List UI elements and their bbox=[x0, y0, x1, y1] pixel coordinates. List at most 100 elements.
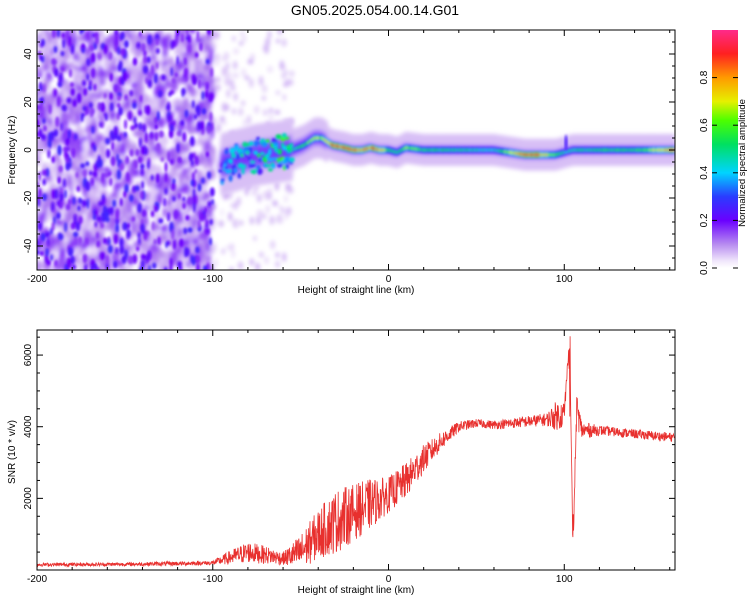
heatmap-cell bbox=[113, 233, 119, 245]
heatmap-cell bbox=[140, 146, 145, 155]
heatmap-cell bbox=[182, 97, 189, 110]
heatmap-cell bbox=[143, 146, 149, 156]
heatmap-cell bbox=[112, 260, 118, 269]
heatmap-cell bbox=[75, 246, 81, 254]
heatmap-cell bbox=[169, 257, 173, 268]
heatmap-cell bbox=[172, 131, 178, 140]
heatmap-cell bbox=[201, 90, 205, 100]
heatmap-cell bbox=[233, 92, 238, 102]
heatmap-cell bbox=[143, 50, 147, 57]
heatmap-cell bbox=[68, 68, 73, 78]
heatmap-cell bbox=[65, 203, 71, 211]
heatmap-cell bbox=[52, 106, 59, 119]
heatmap-cell bbox=[104, 112, 108, 121]
heatmap-cell bbox=[146, 160, 151, 170]
heatmap-cell bbox=[211, 42, 217, 50]
heatmap-cell bbox=[239, 41, 243, 46]
heatmap-cell bbox=[53, 259, 59, 267]
x-tick-label: 100 bbox=[556, 274, 573, 285]
heatmap-cell bbox=[142, 55, 148, 65]
heatmap-cell bbox=[193, 114, 198, 120]
heatmap-cell bbox=[96, 215, 102, 222]
heatmap-cell bbox=[257, 193, 262, 203]
heatmap-cell bbox=[67, 198, 72, 205]
heatmap-cell bbox=[258, 75, 264, 86]
heatmap-cell bbox=[66, 257, 72, 269]
heatmap-cell bbox=[56, 30, 61, 38]
heatmap-cell bbox=[68, 35, 72, 47]
figure-title: GN05.2025.054.00.14.G01 bbox=[291, 2, 459, 18]
heatmap-cell bbox=[250, 53, 255, 61]
heatmap-cell bbox=[37, 111, 45, 120]
heatmap-cell bbox=[47, 132, 52, 143]
heatmap-cell bbox=[91, 32, 95, 38]
heatmap-cell bbox=[141, 180, 145, 190]
heatmap-cell bbox=[119, 237, 124, 248]
heatmap-cell bbox=[105, 138, 110, 145]
heatmap-cell bbox=[179, 238, 184, 248]
heatmap-cell bbox=[131, 101, 137, 109]
heatmap-cell bbox=[129, 45, 135, 54]
heatmap-cell bbox=[55, 54, 65, 64]
heatmap-cell bbox=[127, 222, 131, 229]
heatmap-cell bbox=[143, 65, 149, 74]
heatmap-cell bbox=[239, 30, 245, 37]
heatmap-cell bbox=[224, 104, 230, 111]
heatmap-cell bbox=[191, 171, 196, 182]
heatmap-cell bbox=[37, 249, 40, 256]
heatmap-cell bbox=[73, 231, 79, 238]
heatmap-cell bbox=[84, 114, 93, 125]
heatmap-cell bbox=[105, 148, 111, 159]
heatmap-cell bbox=[265, 153, 270, 159]
heatmap-cell bbox=[61, 32, 65, 39]
heatmap-cell bbox=[140, 253, 146, 260]
heatmap-cell bbox=[249, 160, 256, 164]
heatmap-cell bbox=[169, 264, 173, 270]
heatmap-cell bbox=[100, 172, 105, 183]
heatmap-cell bbox=[42, 117, 46, 125]
heatmap-cell bbox=[135, 149, 140, 157]
heatmap-cell bbox=[77, 197, 83, 204]
colorbar-tick-label: 0.0 bbox=[699, 261, 710, 275]
heatmap-cell bbox=[132, 254, 138, 264]
heatmap-cell bbox=[190, 159, 194, 167]
heatmap-cell bbox=[126, 228, 130, 240]
heatmap-cell bbox=[206, 171, 212, 180]
heatmap-cell bbox=[150, 168, 156, 177]
heatmap-cell bbox=[197, 61, 205, 75]
heatmap-cell bbox=[62, 104, 68, 112]
heatmap-cell bbox=[256, 153, 261, 158]
heatmap-cell bbox=[109, 130, 114, 139]
heatmap-cell bbox=[94, 209, 98, 217]
heatmap-cell bbox=[176, 217, 184, 224]
y-tick-label: 40 bbox=[23, 48, 34, 60]
heatmap-cell bbox=[242, 164, 247, 169]
heatmap-cell bbox=[64, 211, 73, 224]
heatmap-cell bbox=[86, 198, 90, 210]
heatmap-cell bbox=[162, 59, 168, 67]
heatmap-cell bbox=[238, 107, 244, 116]
heatmap-cell bbox=[93, 83, 97, 91]
heatmap-cell bbox=[58, 165, 64, 173]
heatmap-cell bbox=[198, 78, 201, 89]
heatmap-cell bbox=[197, 183, 202, 192]
heatmap-cell bbox=[163, 197, 167, 207]
heatmap-cell bbox=[116, 102, 121, 108]
heatmap-cell bbox=[68, 247, 74, 257]
heatmap-cell bbox=[285, 206, 292, 216]
heatmap-cell bbox=[231, 108, 236, 115]
heatmap-cell bbox=[253, 235, 257, 241]
heatmap-cell bbox=[233, 201, 238, 211]
heatmap-cell bbox=[75, 221, 81, 232]
heatmap-cell bbox=[66, 97, 72, 104]
heatmap-cell bbox=[170, 66, 174, 77]
heatmap-cell bbox=[124, 119, 127, 130]
heatmap-cell bbox=[264, 37, 271, 47]
colorbar-gradient bbox=[712, 30, 738, 268]
heatmap-cell bbox=[261, 84, 268, 93]
heatmap-cell bbox=[153, 164, 163, 178]
heatmap-cell bbox=[178, 171, 185, 184]
heatmap-cell bbox=[71, 148, 75, 158]
heatmap-cell bbox=[45, 167, 50, 177]
heatmap-cell bbox=[146, 180, 155, 188]
